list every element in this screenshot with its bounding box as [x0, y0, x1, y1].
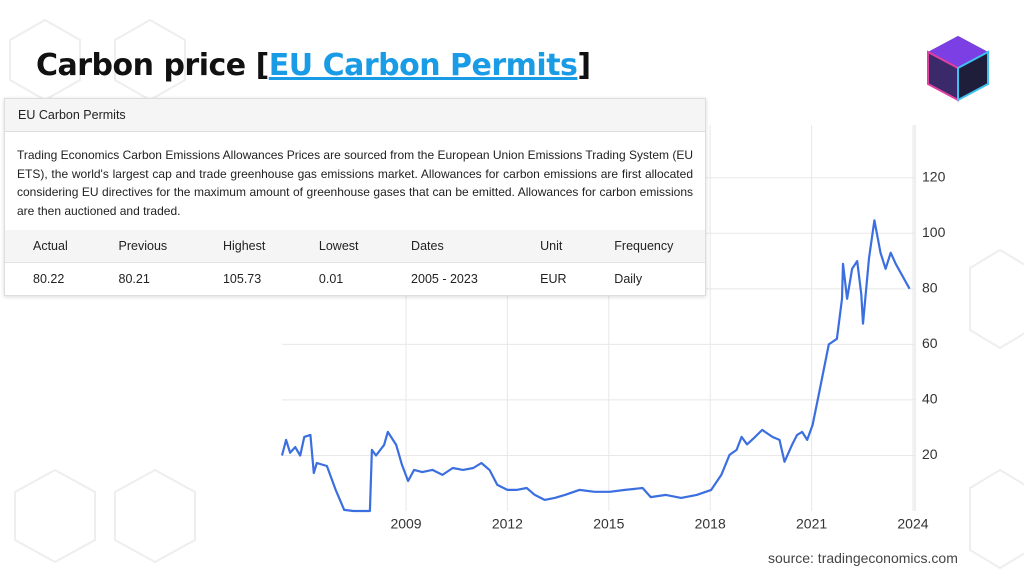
table-cell: Daily: [586, 262, 705, 295]
x-tick-label: 2012: [492, 516, 523, 532]
card-title: EU Carbon Permits: [5, 99, 705, 132]
title-text: ]: [577, 48, 591, 83]
column-header: Unit: [512, 230, 587, 263]
decor-hexagons: [9, 18, 1024, 570]
table-cell: 105.73: [194, 262, 291, 295]
table-cell: 0.01: [290, 262, 384, 295]
column-header: Previous: [90, 230, 195, 263]
y-tick-label: 100: [922, 224, 946, 240]
table-cell: 2005 - 2023: [383, 262, 513, 295]
column-header: Actual: [5, 230, 91, 263]
table-cell: 80.22: [5, 262, 91, 295]
title-link[interactable]: EU Carbon Permits: [268, 48, 578, 83]
y-tick-label: 20: [922, 446, 938, 462]
x-tick-label: 2024: [897, 516, 928, 532]
logo: [927, 36, 989, 102]
info-card: EU Carbon Permits Trading Economics Carb…: [4, 98, 706, 296]
y-tick-label: 80: [922, 280, 938, 296]
table-row: 80.22 80.21 105.73 0.01 2005 - 2023 EUR Daily: [5, 262, 705, 295]
y-tick-label: 120: [922, 168, 946, 184]
x-tick-label: 2021: [796, 516, 827, 532]
table-cell: EUR: [512, 262, 587, 295]
x-tick-label: 2018: [695, 516, 726, 532]
x-tick-label: 2015: [593, 516, 624, 532]
column-header: Frequency: [586, 230, 705, 263]
y-tick-label: 60: [922, 335, 938, 351]
y-tick-label: 40: [922, 391, 938, 407]
data-line: [280, 219, 911, 513]
x-tick-label: 2009: [390, 516, 421, 532]
column-header: Lowest: [290, 230, 384, 263]
title-text: Carbon price [: [36, 48, 269, 83]
column-header: Dates: [383, 230, 513, 263]
card-description: Trading Economics Carbon Emissions Allow…: [17, 148, 693, 218]
source: source: tradingeconomics.com: [768, 550, 958, 566]
stats-table: Actual Previous Highest Lowest Dates Unit Freq…: [5, 230, 705, 295]
column-header: Highest: [194, 230, 291, 263]
table-cell: 80.21: [90, 262, 195, 295]
slide-title: Carbon price [EU Carbon Permits]: [36, 48, 591, 83]
